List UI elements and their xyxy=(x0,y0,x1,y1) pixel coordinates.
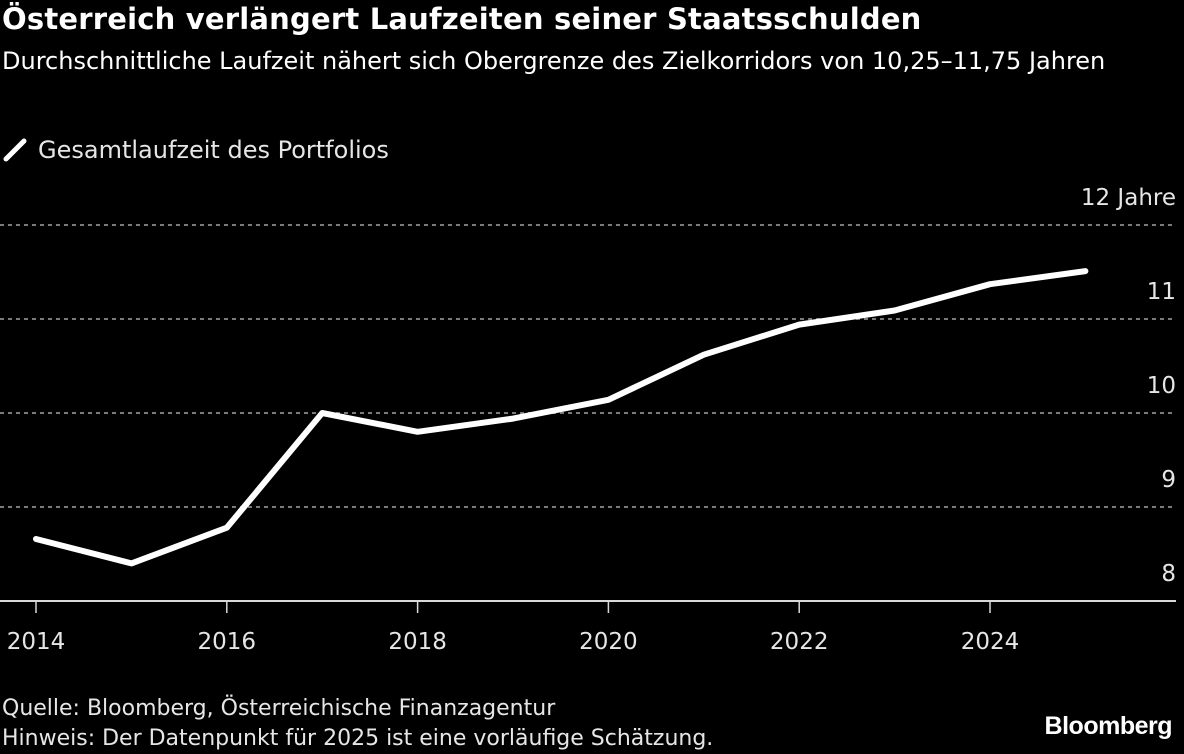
source-note: Quelle: Bloomberg, Österreichische Finan… xyxy=(2,696,556,721)
chart-title: Österreich verlängert Laufzeiten seiner … xyxy=(2,2,922,36)
x-tick-label: 2020 xyxy=(579,629,638,655)
x-tick-label: 2024 xyxy=(961,629,1020,655)
footer: Quelle: Bloomberg, Österreichische Finan… xyxy=(2,694,713,754)
x-tick-label: 2018 xyxy=(388,629,447,655)
y-tick-label: 12 Jahre xyxy=(1081,185,1176,211)
y-tick-label: 10 xyxy=(1147,373,1176,399)
chart-subtitle: Durchschnittliche Laufzeit nähert sich O… xyxy=(2,47,1106,75)
x-tick-label: 2022 xyxy=(770,629,829,655)
y-tick-label: 11 xyxy=(1147,279,1176,305)
legend: Gesamtlaufzeit des Portfolios xyxy=(2,136,389,164)
line-swatch-icon xyxy=(3,138,27,162)
x-tick-label: 2016 xyxy=(198,629,257,655)
line-chart: 8 9 10 11 12 Jahre 2014 2016 2018 2020 2022 2024 xyxy=(0,185,1176,655)
hint-note: Hinweis: Der Datenpunkt für 2025 ist ein… xyxy=(2,726,714,751)
x-tick-label: 2014 xyxy=(7,629,66,655)
y-tick-label: 8 xyxy=(1161,561,1176,587)
y-tick-label: 9 xyxy=(1161,467,1176,493)
bloomberg-logo: Bloomberg xyxy=(1044,712,1173,740)
legend-label: Gesamtlaufzeit des Portfolios xyxy=(38,136,389,164)
series-line xyxy=(33,268,1089,567)
